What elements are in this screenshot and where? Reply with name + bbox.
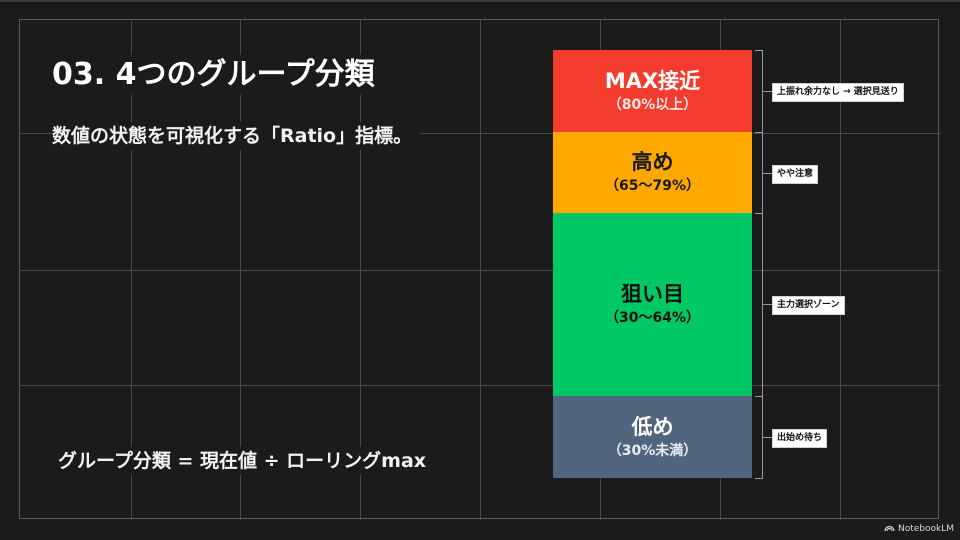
group-max-near: MAX接近 （80%以上）	[553, 50, 752, 132]
notebooklm-logo-icon	[884, 523, 895, 534]
grid-line	[840, 19, 841, 520]
note-low: 出始め待ち	[772, 429, 828, 448]
group-target: 狙い目 （30〜64%）	[553, 213, 752, 396]
group-stack: MAX接近 （80%以上） 高め （65〜79%） 狙い目 （30〜64%） 低…	[553, 50, 752, 478]
group-label: 高め	[631, 150, 674, 174]
formula-text: グループ分類 = 現在値 ÷ ローリングmax	[50, 447, 435, 475]
group-range: （30%未満）	[607, 442, 698, 459]
grid-line	[131, 19, 132, 520]
top-border	[0, 0, 960, 2]
grid-line	[19, 270, 941, 271]
grid-line	[480, 19, 481, 520]
grid-line	[19, 133, 941, 134]
bracket	[755, 396, 763, 479]
group-range: （80%以上）	[607, 96, 698, 113]
brand-label: NotebookLM	[897, 523, 954, 534]
group-low: 低め （30%未満）	[553, 396, 752, 478]
bracket-tick	[763, 437, 775, 438]
grid-frame	[19, 19, 939, 519]
group-range: （65〜79%）	[605, 178, 700, 194]
group-label: MAX接近	[604, 68, 701, 93]
notebooklm-brand: NotebookLM	[884, 523, 954, 534]
group-high: 高め （65〜79%）	[553, 132, 752, 213]
note-target: 主力選択ゾーン	[772, 296, 845, 315]
group-range: （30〜64%）	[605, 310, 700, 326]
group-label: 低め	[631, 414, 674, 439]
group-label: 狙い目	[621, 282, 684, 306]
grid-line	[19, 385, 941, 386]
grid-line	[240, 19, 241, 520]
bracket	[755, 50, 763, 133]
bracket-tick	[763, 91, 775, 92]
bracket-tick	[763, 173, 775, 174]
slide-title: 03. 4つのグループ分類	[52, 55, 381, 95]
grid-line	[360, 19, 361, 520]
bracket	[755, 213, 763, 397]
bracket-tick	[763, 304, 775, 305]
note-high: やや注意	[772, 165, 819, 184]
bracket	[755, 132, 763, 214]
note-max-near: 上振れ余力なし → 選択見送り	[772, 83, 904, 102]
slide-subtitle: 数値の状態を可視化する「Ratio」指標。	[52, 122, 421, 150]
